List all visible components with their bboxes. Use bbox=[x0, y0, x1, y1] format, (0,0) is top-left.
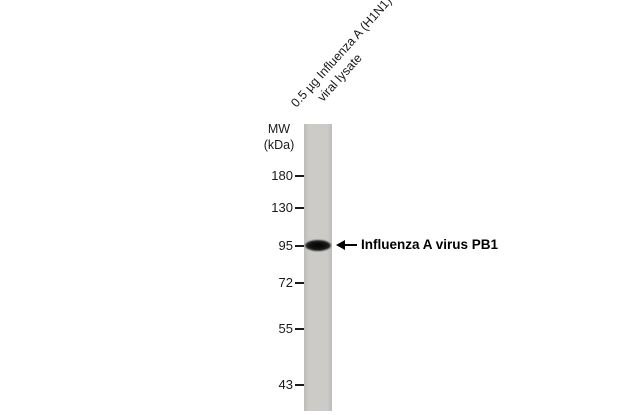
mw-marker-label-95: 95 bbox=[278, 238, 293, 253]
mw-marker-label-130: 130 bbox=[271, 200, 293, 215]
annotation-arrow-icon bbox=[336, 240, 345, 250]
mw-axis-header: MW (kDa) bbox=[254, 121, 304, 153]
annotation-arrow-line bbox=[344, 244, 357, 246]
mw-marker-label-72: 72 bbox=[278, 275, 293, 290]
mw-marker-tick-180 bbox=[295, 175, 304, 177]
band-annotation-label: Influenza A virus PB1 bbox=[361, 237, 499, 252]
mw-marker-tick-55 bbox=[295, 328, 304, 330]
mw-axis-label: MW bbox=[267, 122, 291, 136]
protein-band bbox=[305, 240, 331, 251]
gel-lane bbox=[304, 124, 332, 411]
mw-marker-tick-130 bbox=[295, 207, 304, 209]
mw-marker-tick-72 bbox=[295, 282, 304, 284]
mw-marker-tick-43 bbox=[295, 384, 304, 386]
lane-sample-label: 0.5 µg Influenza A (H1N1) viral lysate bbox=[288, 0, 408, 122]
mw-marker-label-180: 180 bbox=[271, 168, 293, 183]
mw-marker-tick-95 bbox=[295, 245, 304, 247]
mw-marker-label-55: 55 bbox=[278, 321, 293, 336]
mw-marker-label-43: 43 bbox=[278, 377, 293, 392]
lane-sample-label-line1: 0.5 µg Influenza A (H1N1) bbox=[288, 0, 395, 110]
mw-axis-units: (kDa) bbox=[263, 138, 295, 152]
